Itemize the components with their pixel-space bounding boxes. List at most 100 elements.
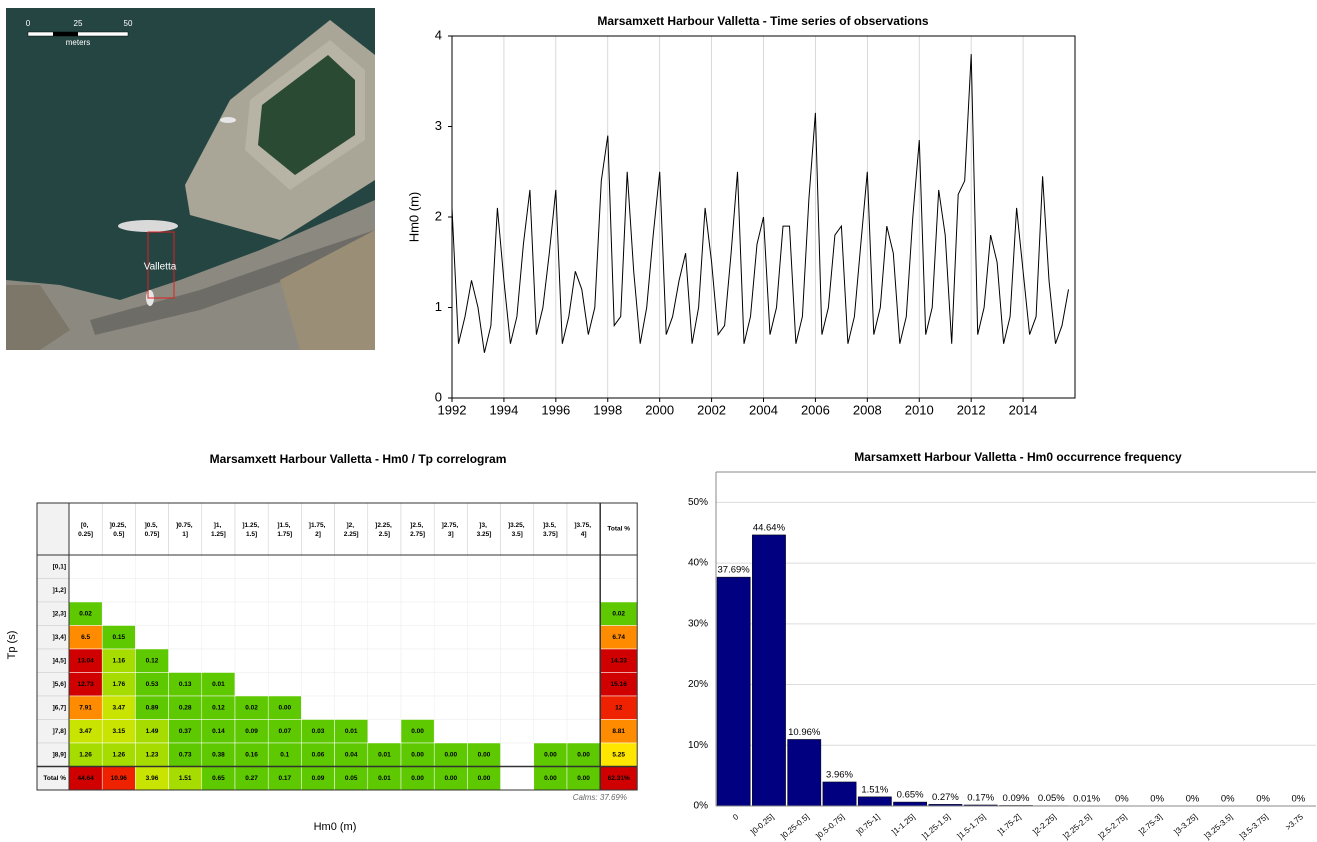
x-tick-label: 2012 xyxy=(957,402,986,417)
cell xyxy=(534,696,567,720)
x-tick-label: 2000 xyxy=(645,402,674,417)
cell-value: 0.02 xyxy=(79,610,92,617)
cell xyxy=(467,649,500,673)
cell xyxy=(501,743,534,767)
value-label: 0% xyxy=(1221,794,1235,805)
cell-value: 0.38 xyxy=(212,751,225,758)
x-tick-label: ]3.25-3.5] xyxy=(1203,812,1235,841)
column-header: Total % xyxy=(607,526,630,533)
cell-value: 0.09 xyxy=(245,728,258,735)
cell xyxy=(368,555,401,579)
cell xyxy=(401,649,434,673)
cell xyxy=(368,626,401,650)
value-label: 10.96% xyxy=(788,727,821,738)
cell-value: 13.04 xyxy=(77,657,94,664)
value-label: 0% xyxy=(1186,794,1200,805)
cell xyxy=(235,555,268,579)
cell-value: 0.01 xyxy=(378,775,391,782)
cell-value: 0.13 xyxy=(179,681,192,688)
cell xyxy=(102,555,135,579)
cell-value: 0.00 xyxy=(444,775,457,782)
row-header: [0,1] xyxy=(53,563,66,570)
value-label: 0.09% xyxy=(1003,793,1030,804)
x-tick-label: ]1.25-1.5] xyxy=(920,812,952,841)
cell xyxy=(434,555,467,579)
x-tick-label: 0 xyxy=(731,812,741,822)
row-header: ]4,5] xyxy=(53,657,66,664)
cell-value: 0.02 xyxy=(612,610,625,617)
cell-value: 0.06 xyxy=(312,751,325,758)
row-header: ]8,9] xyxy=(53,751,66,758)
cell-value: 0.02 xyxy=(245,704,258,711)
cell xyxy=(368,673,401,697)
cell xyxy=(335,626,368,650)
cell xyxy=(202,555,235,579)
cell xyxy=(501,579,534,603)
cell xyxy=(401,696,434,720)
cell-value: 12.73 xyxy=(77,681,94,688)
header-cell xyxy=(501,503,534,555)
cell xyxy=(301,602,334,626)
cell xyxy=(434,696,467,720)
bar xyxy=(858,797,891,806)
cell-value: 0.00 xyxy=(444,751,457,758)
cell xyxy=(534,579,567,603)
cell xyxy=(501,626,534,650)
cell xyxy=(169,626,202,650)
cell xyxy=(501,602,534,626)
row-header: Total % xyxy=(43,775,66,782)
cell xyxy=(268,602,301,626)
cell xyxy=(501,767,534,791)
value-label: 0.27% xyxy=(932,792,959,803)
cell-value: 44.64 xyxy=(77,775,94,782)
header-cell xyxy=(567,503,600,555)
row-header: ]7,8] xyxy=(53,728,66,735)
cell xyxy=(501,673,534,697)
cell xyxy=(202,649,235,673)
cell xyxy=(534,649,567,673)
correlogram-table: [0, 0.25]]0.25, 0.5]]0.5, 0.75]]0.75, 1]… xyxy=(37,503,637,790)
cell xyxy=(368,696,401,720)
cell xyxy=(335,673,368,697)
cell xyxy=(600,555,637,579)
cell xyxy=(368,602,401,626)
cell-value: 0.16 xyxy=(245,751,258,758)
cell-value: 0.1 xyxy=(280,751,289,758)
x-tick-label: 2006 xyxy=(801,402,830,417)
cell-value: 1.51 xyxy=(179,775,192,782)
cell xyxy=(600,579,637,603)
x-tick-label: ]0.25-0.5] xyxy=(779,812,811,841)
x-tick-label: ]2.5-2.75] xyxy=(1097,812,1129,841)
row-header: ]6,7] xyxy=(53,704,66,711)
cell xyxy=(567,673,600,697)
cell-value: 0.00 xyxy=(411,775,424,782)
cell-value: 0.00 xyxy=(278,704,291,711)
cell xyxy=(467,579,500,603)
value-label: 0% xyxy=(1115,794,1129,805)
cell-value: 6.5 xyxy=(81,634,90,641)
cell xyxy=(501,696,534,720)
cell-value: 0.12 xyxy=(212,704,225,711)
x-tick-label: ]1.75-2] xyxy=(996,812,1023,836)
cell-value: 0.03 xyxy=(312,728,325,735)
cell xyxy=(401,602,434,626)
value-label: 37.69% xyxy=(718,565,751,576)
x-tick-label: ]0-0.25] xyxy=(749,812,776,836)
cell-value: 0.00 xyxy=(544,751,557,758)
cell xyxy=(301,579,334,603)
cell xyxy=(401,555,434,579)
cell xyxy=(235,626,268,650)
cell-value: 0.01 xyxy=(378,751,391,758)
value-label: 1.51% xyxy=(861,784,888,795)
cell xyxy=(434,649,467,673)
cell xyxy=(567,720,600,744)
cell-value: 12 xyxy=(615,704,623,711)
header-cell xyxy=(135,503,168,555)
y-tick-label: 3 xyxy=(435,118,442,133)
cell xyxy=(301,649,334,673)
cell-value: 0.00 xyxy=(577,751,590,758)
x-tick-label: ]1.5-1.75] xyxy=(956,812,988,841)
cell xyxy=(169,649,202,673)
header-cell xyxy=(202,503,235,555)
cell xyxy=(301,626,334,650)
